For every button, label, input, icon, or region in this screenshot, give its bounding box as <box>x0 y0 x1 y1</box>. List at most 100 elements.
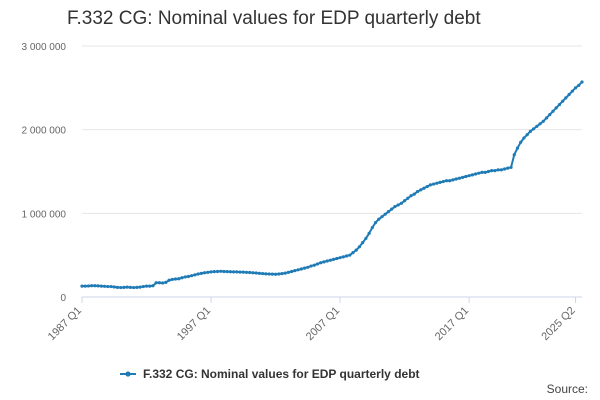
data-point[interactable] <box>377 217 381 221</box>
data-point[interactable] <box>528 129 532 133</box>
data-point[interactable] <box>357 245 362 249</box>
data-point[interactable] <box>457 176 462 180</box>
data-point[interactable] <box>277 272 281 276</box>
data-point[interactable] <box>570 89 574 93</box>
data-point[interactable] <box>396 203 400 207</box>
data-point[interactable] <box>432 182 436 186</box>
data-point[interactable] <box>309 264 313 268</box>
data-point[interactable] <box>564 96 568 100</box>
data-point[interactable] <box>209 270 213 274</box>
data-point[interactable] <box>93 284 97 288</box>
data-point[interactable] <box>193 273 197 277</box>
data-point[interactable] <box>215 269 220 274</box>
data-point[interactable] <box>238 270 242 274</box>
data-point[interactable] <box>364 236 368 241</box>
data-point[interactable] <box>373 220 378 225</box>
data-point[interactable] <box>102 284 107 288</box>
data-point[interactable] <box>428 183 432 187</box>
data-point[interactable] <box>170 277 174 282</box>
data-point[interactable] <box>286 270 291 274</box>
data-point[interactable] <box>202 271 207 275</box>
data-point[interactable] <box>532 127 536 131</box>
data-point[interactable] <box>538 122 542 126</box>
data-point[interactable] <box>490 169 494 173</box>
data-point[interactable] <box>486 169 491 174</box>
data-point[interactable] <box>344 254 349 258</box>
data-point[interactable] <box>499 168 503 172</box>
data-point[interactable] <box>219 269 223 273</box>
data-point[interactable] <box>512 153 516 157</box>
data-point[interactable] <box>367 231 371 236</box>
data-point[interactable] <box>332 257 336 261</box>
data-point[interactable] <box>502 167 507 171</box>
data-point[interactable] <box>315 262 320 266</box>
data-point[interactable] <box>451 178 455 182</box>
data-point[interactable] <box>448 179 452 183</box>
data-point[interactable] <box>206 270 210 274</box>
data-point[interactable] <box>80 284 84 288</box>
data-point[interactable] <box>519 140 523 144</box>
data-point[interactable] <box>573 86 578 90</box>
data-point[interactable] <box>164 280 168 284</box>
data-point[interactable] <box>86 284 91 288</box>
data-point[interactable] <box>177 277 181 281</box>
data-point[interactable] <box>351 251 355 255</box>
data-point[interactable] <box>551 109 555 113</box>
data-point[interactable] <box>235 270 239 274</box>
data-point[interactable] <box>515 146 520 150</box>
data-point[interactable] <box>119 285 123 290</box>
data-point[interactable] <box>302 266 307 270</box>
data-point[interactable] <box>402 199 407 203</box>
data-point[interactable] <box>496 168 500 172</box>
data-point[interactable] <box>222 269 226 274</box>
data-point[interactable] <box>228 270 232 274</box>
data-point[interactable] <box>144 284 149 288</box>
data-point[interactable] <box>393 205 397 209</box>
data-point[interactable] <box>435 181 439 185</box>
data-point[interactable] <box>135 285 139 289</box>
data-point[interactable] <box>341 255 345 259</box>
data-point[interactable] <box>244 270 249 274</box>
data-point[interactable] <box>157 281 162 285</box>
legend[interactable]: F.332 CG: Nominal values for EDP quarter… <box>120 367 420 381</box>
data-point[interactable] <box>580 80 584 84</box>
data-point[interactable] <box>325 259 329 263</box>
data-point[interactable] <box>557 102 562 107</box>
data-point[interactable] <box>173 277 178 281</box>
data-point[interactable] <box>554 106 558 110</box>
data-point[interactable] <box>257 271 262 275</box>
data-point[interactable] <box>370 225 374 230</box>
data-point[interactable] <box>399 201 403 205</box>
data-point[interactable] <box>567 92 571 97</box>
data-point[interactable] <box>473 172 478 176</box>
data-point[interactable] <box>267 272 271 276</box>
data-point[interactable] <box>183 275 187 279</box>
data-point[interactable] <box>280 271 284 276</box>
data-point[interactable] <box>109 284 113 289</box>
data-point[interactable] <box>99 284 103 288</box>
data-point[interactable] <box>328 258 332 262</box>
data-point[interactable] <box>132 285 136 290</box>
data-point[interactable] <box>390 207 394 211</box>
data-point[interactable] <box>199 271 203 276</box>
data-point[interactable] <box>167 278 171 282</box>
data-point[interactable] <box>112 285 116 289</box>
data-point[interactable] <box>544 116 549 120</box>
data-point[interactable] <box>454 177 458 181</box>
data-point[interactable] <box>161 281 165 285</box>
data-point[interactable] <box>441 179 445 184</box>
data-point[interactable] <box>212 270 216 274</box>
data-point[interactable] <box>322 260 326 264</box>
data-point[interactable] <box>380 215 384 219</box>
data-point[interactable] <box>335 256 339 261</box>
data-point[interactable] <box>264 272 268 276</box>
data-point[interactable] <box>190 274 194 278</box>
data-point[interactable] <box>522 136 526 140</box>
data-point[interactable] <box>461 175 465 179</box>
data-point[interactable] <box>535 124 539 128</box>
data-point[interactable] <box>480 170 484 174</box>
data-point[interactable] <box>128 285 132 289</box>
data-point[interactable] <box>412 192 416 196</box>
data-point[interactable] <box>154 281 158 285</box>
data-point[interactable] <box>422 186 426 190</box>
